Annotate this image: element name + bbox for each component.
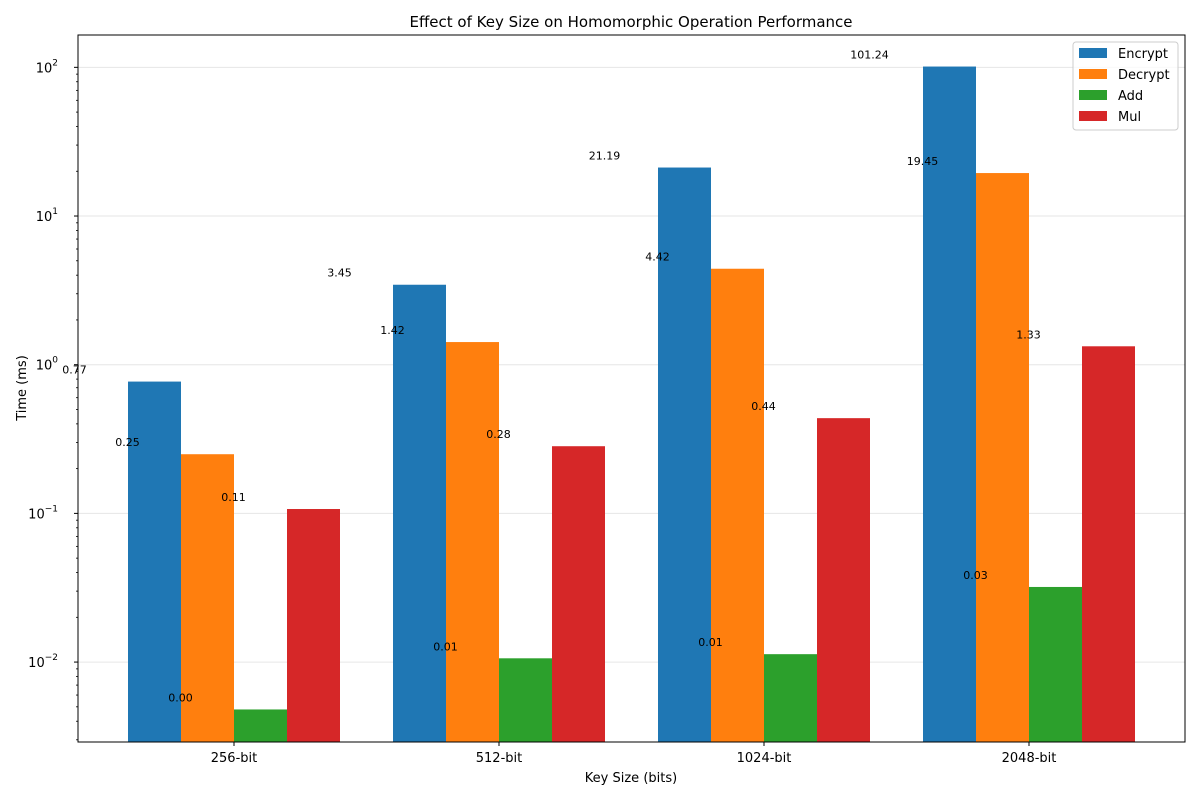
legend-label-add: Add	[1118, 89, 1143, 104]
bar-decrypt-256-bit	[181, 454, 234, 742]
y-tick-label: 102	[36, 58, 58, 76]
bar-decrypt-1024-bit	[711, 268, 764, 742]
y-tick-exponent: 1	[52, 207, 58, 217]
bar-encrypt-2048-bit	[923, 66, 976, 742]
y-tick-base: 10	[36, 359, 53, 374]
plot-frame	[77, 34, 1186, 743]
legend-label-encrypt: Encrypt	[1118, 47, 1168, 62]
legend-swatch-encrypt	[1079, 48, 1107, 58]
data-label-mul: 0.28	[486, 428, 511, 441]
bar-add-2048-bit	[1029, 586, 1082, 742]
x-axis-ticks: 256-bit 512-bit 1024-bit 2048-bit	[211, 742, 1057, 766]
data-label-decrypt: 1.42	[380, 324, 405, 337]
data-label-mul: 1.33	[1016, 328, 1041, 341]
bar-add-256-bit	[234, 709, 287, 742]
legend-swatch-add	[1079, 90, 1107, 100]
y-tick-label: 100	[36, 356, 59, 374]
data-label-add: 0.01	[698, 636, 723, 649]
x-tick-label: 256-bit	[211, 751, 257, 766]
data-label-encrypt: 0.77	[62, 364, 87, 377]
data-label-add: 0.03	[963, 569, 988, 582]
bars	[128, 66, 1135, 743]
y-tick-base: 10	[28, 656, 45, 671]
bar-mul-2048-bit	[1082, 346, 1135, 742]
y-tick-label: 101	[36, 207, 58, 225]
x-tick-label: 2048-bit	[1002, 751, 1057, 766]
data-label-decrypt: 4.42	[645, 251, 670, 264]
bar-encrypt-256-bit	[128, 381, 181, 742]
data-label-add: 0.00	[168, 691, 193, 704]
chart-title: Effect of Key Size on Homomorphic Operat…	[409, 13, 852, 31]
bar-add-512-bit	[499, 658, 552, 742]
x-tick-label: 512-bit	[476, 751, 522, 766]
legend: Encrypt Decrypt Add Mul	[1072, 41, 1179, 131]
legend-label-mul: Mul	[1118, 110, 1141, 125]
y-tick-label: 10−1	[28, 504, 58, 522]
bar-mul-256-bit	[287, 509, 340, 742]
data-label-mul: 0.44	[751, 400, 776, 413]
bar-encrypt-512-bit	[393, 284, 446, 742]
legend-swatch-mul	[1079, 111, 1107, 121]
y-tick-exponent: 2	[52, 58, 58, 68]
legend-swatch-decrypt	[1079, 69, 1107, 79]
data-label-decrypt: 19.45	[907, 155, 939, 168]
legend-box	[1072, 41, 1179, 131]
data-label-add: 0.01	[433, 640, 458, 653]
y-tick-exponent: −1	[45, 504, 58, 514]
data-label-mul: 0.11	[221, 491, 246, 504]
data-label-encrypt: 101.24	[850, 49, 889, 62]
bar-encrypt-1024-bit	[658, 167, 711, 743]
y-tick-base: 10	[28, 507, 45, 522]
data-labels: 0.77 3.45 21.19 101.24 0.25 1.42 4.42 19.45 0.00…	[62, 49, 1041, 705]
y-tick-exponent: −2	[45, 653, 58, 663]
bar-decrypt-512-bit	[446, 342, 499, 742]
bar-decrypt-2048-bit	[976, 173, 1029, 742]
y-axis-label: Time (ms)	[15, 355, 30, 422]
bar-mul-512-bit	[552, 446, 605, 742]
bar-add-1024-bit	[764, 654, 817, 742]
y-tick-base: 10	[36, 210, 53, 225]
legend-label-decrypt: Decrypt	[1118, 68, 1170, 83]
x-axis-label: Key Size (bits)	[585, 771, 677, 786]
bar-mul-1024-bit	[817, 418, 870, 742]
y-tick-exponent: 0	[52, 356, 58, 366]
y-tick-label: 10−2	[28, 653, 58, 671]
data-label-encrypt: 3.45	[327, 267, 352, 280]
y-tick-base: 10	[36, 61, 53, 76]
x-tick-label: 1024-bit	[737, 751, 792, 766]
data-label-decrypt: 0.25	[115, 436, 140, 449]
data-label-encrypt: 21.19	[589, 150, 621, 163]
